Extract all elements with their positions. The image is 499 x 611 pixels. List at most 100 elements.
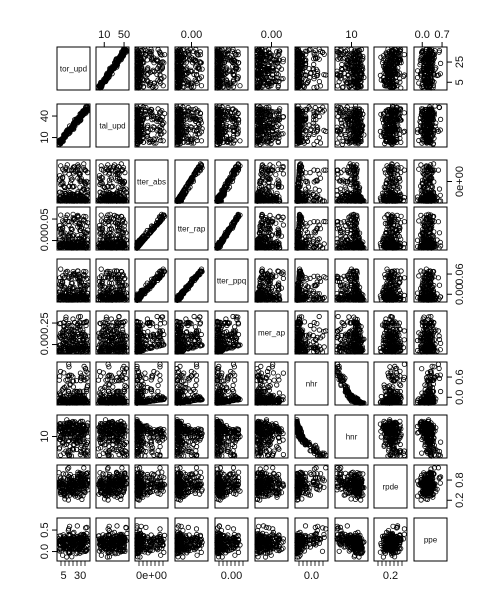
- data-point: [138, 48, 144, 54]
- data-point: [150, 67, 156, 73]
- data-point: [193, 72, 200, 78]
- data-point: [437, 60, 444, 67]
- data-point: [145, 65, 151, 71]
- data-point: [138, 56, 144, 63]
- panel-1-5: [214, 46, 249, 91]
- data-point: [181, 67, 187, 73]
- panel-3-2: [95, 159, 130, 204]
- data-point: [226, 67, 232, 73]
- data-point: [137, 72, 143, 78]
- data-point: [229, 69, 236, 75]
- data-point: [198, 59, 204, 66]
- panel-2-8: [334, 103, 369, 148]
- panel-3-6: [254, 159, 289, 204]
- panel-1-6: [254, 46, 289, 91]
- data-point: [185, 80, 191, 86]
- data-point: [148, 46, 154, 53]
- data-point: [316, 135, 322, 141]
- panel-2-9: [373, 103, 408, 148]
- panel-1-3: [134, 46, 169, 91]
- panel-2-10: [413, 103, 448, 148]
- data-point: [147, 50, 154, 56]
- data-point: [194, 62, 200, 68]
- panel-1-7: [294, 46, 329, 91]
- data-point: [197, 66, 203, 72]
- data-point: [334, 83, 341, 89]
- data-point: [437, 116, 444, 123]
- data-point: [317, 140, 324, 146]
- data-point: [199, 66, 205, 72]
- panel-3-4: [174, 159, 209, 204]
- panel-2-1: [56, 103, 91, 148]
- diagonal-label: tal_upd: [99, 122, 125, 131]
- panel-1-2: [95, 46, 130, 91]
- data-point: [192, 57, 198, 64]
- data-point: [135, 66, 141, 72]
- data-point: [111, 63, 117, 70]
- data-point: [312, 104, 318, 111]
- data-point: [151, 83, 157, 89]
- data-point: [178, 77, 184, 83]
- data-point: [139, 67, 145, 73]
- data-point: [188, 83, 194, 89]
- data-point: [187, 57, 193, 63]
- panel-3-1: [56, 159, 91, 204]
- data-point: [198, 83, 205, 89]
- data-point: [175, 66, 181, 73]
- panel-2-3: [134, 103, 169, 148]
- data-point: [142, 51, 148, 57]
- data-point: [116, 57, 122, 63]
- data-point: [183, 67, 189, 73]
- panel-3-3: tter_abs: [134, 159, 169, 204]
- data-point: [151, 69, 157, 75]
- data-point: [177, 56, 184, 63]
- data-point: [232, 52, 239, 58]
- data-point: [160, 83, 166, 89]
- data-point: [121, 46, 128, 53]
- data-point: [160, 59, 166, 65]
- data-point: [196, 65, 202, 71]
- panel-2-2: tal_upd: [95, 103, 130, 148]
- panel-2-5: [214, 103, 249, 148]
- data-point: [280, 171, 286, 177]
- data-point: [135, 79, 141, 85]
- data-point: [339, 141, 345, 147]
- data-point: [316, 79, 322, 85]
- data-point: [154, 71, 160, 78]
- matrix-panels: tor_updtal_updtter_abstter_raptter_ppqme…: [56, 46, 448, 562]
- data-point: [161, 60, 167, 66]
- data-point: [235, 51, 241, 58]
- panel-1-10: [413, 46, 448, 91]
- data-point: [134, 52, 140, 58]
- data-point: [401, 110, 407, 116]
- panel-2-4: [174, 103, 209, 148]
- panel-frame: [95, 46, 130, 91]
- diagonal-label: tor_upd: [60, 65, 87, 74]
- data-point: [110, 66, 117, 72]
- data-point: [156, 49, 163, 55]
- data-point: [181, 57, 187, 63]
- data-point: [135, 48, 141, 54]
- panel-1-9: [373, 46, 408, 91]
- data-point: [310, 123, 316, 129]
- data-point: [176, 63, 182, 70]
- data-point: [237, 83, 243, 89]
- data-point: [147, 80, 153, 86]
- data-point: [144, 77, 150, 83]
- panel-1-4: [174, 46, 209, 91]
- data-point: [185, 77, 191, 83]
- data-point: [401, 72, 407, 78]
- data-point: [114, 62, 120, 68]
- data-point: [235, 49, 241, 55]
- data-point: [177, 83, 183, 89]
- data-point: [137, 77, 143, 83]
- diagonal-label: tter_abs: [137, 178, 166, 187]
- data-point: [106, 71, 112, 77]
- data-point: [120, 52, 126, 58]
- data-point: [102, 77, 108, 83]
- data-point: [140, 84, 146, 90]
- data-point: [157, 62, 163, 68]
- panel-2-6: [254, 103, 289, 148]
